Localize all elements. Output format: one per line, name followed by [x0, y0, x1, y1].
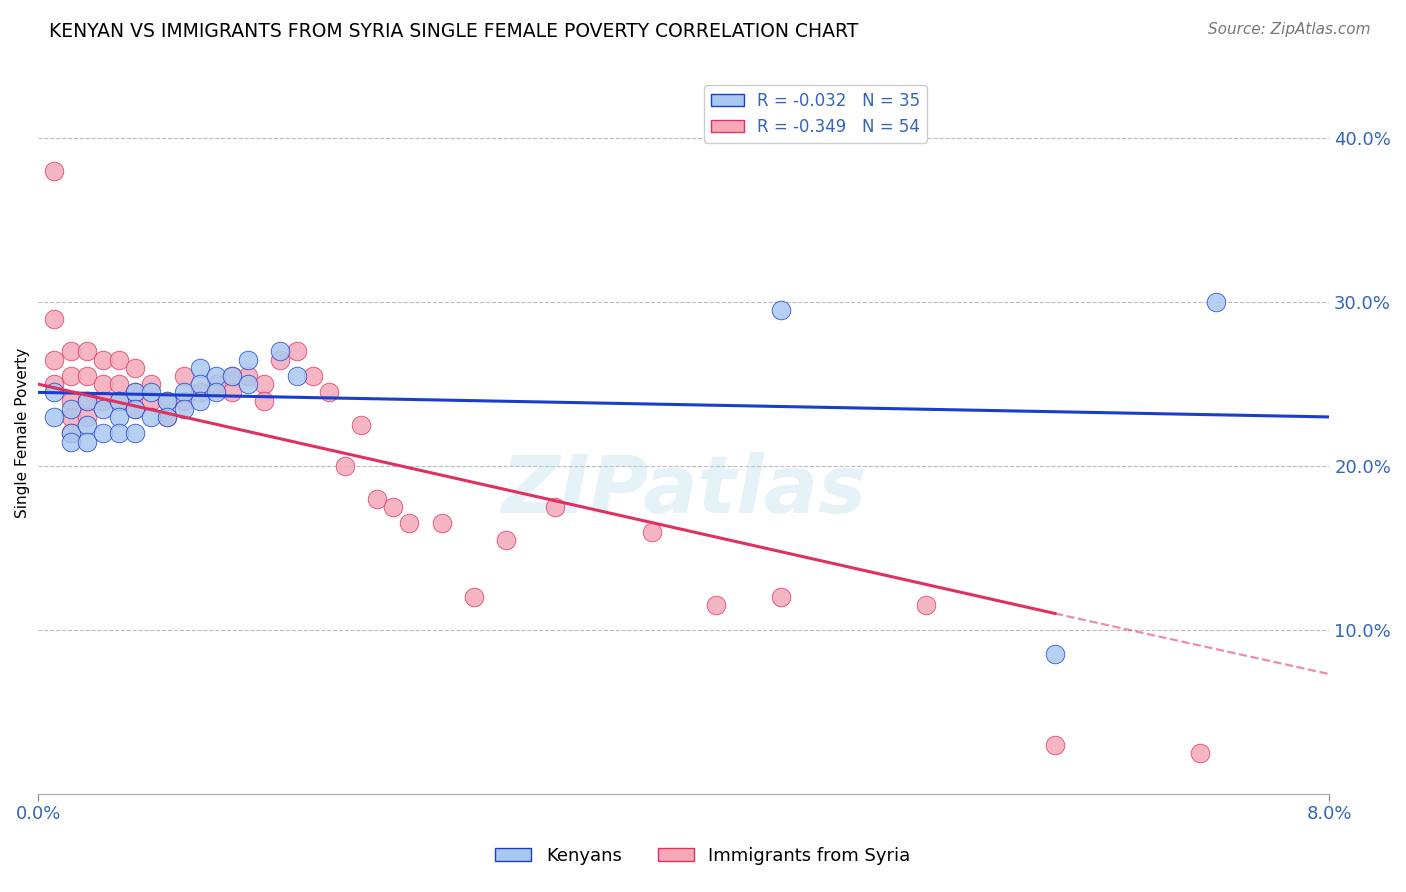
Point [156, 409, 179, 424]
Point [59, 426, 82, 441]
Point [221, 369, 243, 384]
Point [124, 385, 146, 400]
Point [188, 385, 211, 400]
Point [495, 533, 517, 547]
Point [76, 434, 98, 449]
Point [44, 377, 66, 392]
Point [59, 401, 82, 416]
Point [253, 377, 276, 392]
Point [108, 377, 131, 392]
Point [382, 500, 405, 514]
Point [188, 393, 211, 408]
Legend: R = -0.032   N = 35, R = -0.349   N = 54: R = -0.032 N = 35, R = -0.349 N = 54 [704, 85, 927, 143]
Point [173, 393, 195, 408]
Point [236, 377, 259, 392]
Point [205, 385, 228, 400]
Point [124, 401, 146, 416]
Point [76, 369, 98, 384]
Point [205, 369, 228, 384]
Point [285, 369, 308, 384]
Point [769, 303, 792, 318]
Point [1205, 295, 1227, 310]
Point [173, 369, 195, 384]
Point [236, 352, 259, 367]
Point [285, 344, 308, 359]
Point [188, 377, 211, 392]
Point [124, 401, 146, 416]
Point [269, 352, 291, 367]
Point [430, 516, 453, 531]
Legend: Kenyans, Immigrants from Syria: Kenyans, Immigrants from Syria [488, 840, 918, 872]
Point [59, 393, 82, 408]
Point [59, 409, 82, 424]
Point [398, 516, 420, 531]
Point [44, 409, 66, 424]
Point [188, 360, 211, 375]
Point [205, 377, 228, 392]
Point [333, 459, 356, 474]
Point [221, 385, 243, 400]
Point [108, 393, 131, 408]
Point [253, 393, 276, 408]
Point [76, 409, 98, 424]
Point [91, 426, 114, 441]
Point [91, 352, 114, 367]
Text: KENYAN VS IMMIGRANTS FROM SYRIA SINGLE FEMALE POVERTY CORRELATION CHART: KENYAN VS IMMIGRANTS FROM SYRIA SINGLE F… [49, 22, 859, 41]
Point [704, 599, 727, 613]
Text: Source: ZipAtlas.com: Source: ZipAtlas.com [1208, 22, 1371, 37]
Point [141, 409, 163, 424]
Point [124, 385, 146, 400]
Y-axis label: Single Female Poverty: Single Female Poverty [15, 348, 30, 518]
Point [44, 311, 66, 326]
Point [59, 426, 82, 441]
Point [59, 369, 82, 384]
Point [1043, 738, 1066, 752]
Point [76, 418, 98, 433]
Point [124, 426, 146, 441]
Point [173, 401, 195, 416]
Point [91, 377, 114, 392]
Point [350, 418, 373, 433]
Point [269, 344, 291, 359]
Point [1043, 648, 1066, 662]
Point [173, 385, 195, 400]
Point [59, 344, 82, 359]
Point [301, 369, 323, 384]
Point [76, 393, 98, 408]
Point [156, 409, 179, 424]
Point [914, 599, 936, 613]
Point [59, 434, 82, 449]
Point [44, 352, 66, 367]
Point [156, 393, 179, 408]
Point [141, 377, 163, 392]
Point [91, 401, 114, 416]
Point [769, 590, 792, 604]
Point [108, 393, 131, 408]
Point [141, 385, 163, 400]
Point [76, 344, 98, 359]
Point [108, 426, 131, 441]
Point [141, 393, 163, 408]
Point [108, 352, 131, 367]
Point [44, 164, 66, 178]
Point [156, 393, 179, 408]
Point [44, 385, 66, 400]
Point [91, 393, 114, 408]
Point [640, 524, 662, 539]
Point [108, 409, 131, 424]
Point [318, 385, 340, 400]
Point [124, 360, 146, 375]
Point [366, 491, 388, 506]
Point [221, 369, 243, 384]
Point [1189, 746, 1212, 760]
Point [76, 393, 98, 408]
Point [463, 590, 485, 604]
Point [544, 500, 567, 514]
Point [236, 369, 259, 384]
Text: ZIPatlas: ZIPatlas [502, 452, 866, 530]
